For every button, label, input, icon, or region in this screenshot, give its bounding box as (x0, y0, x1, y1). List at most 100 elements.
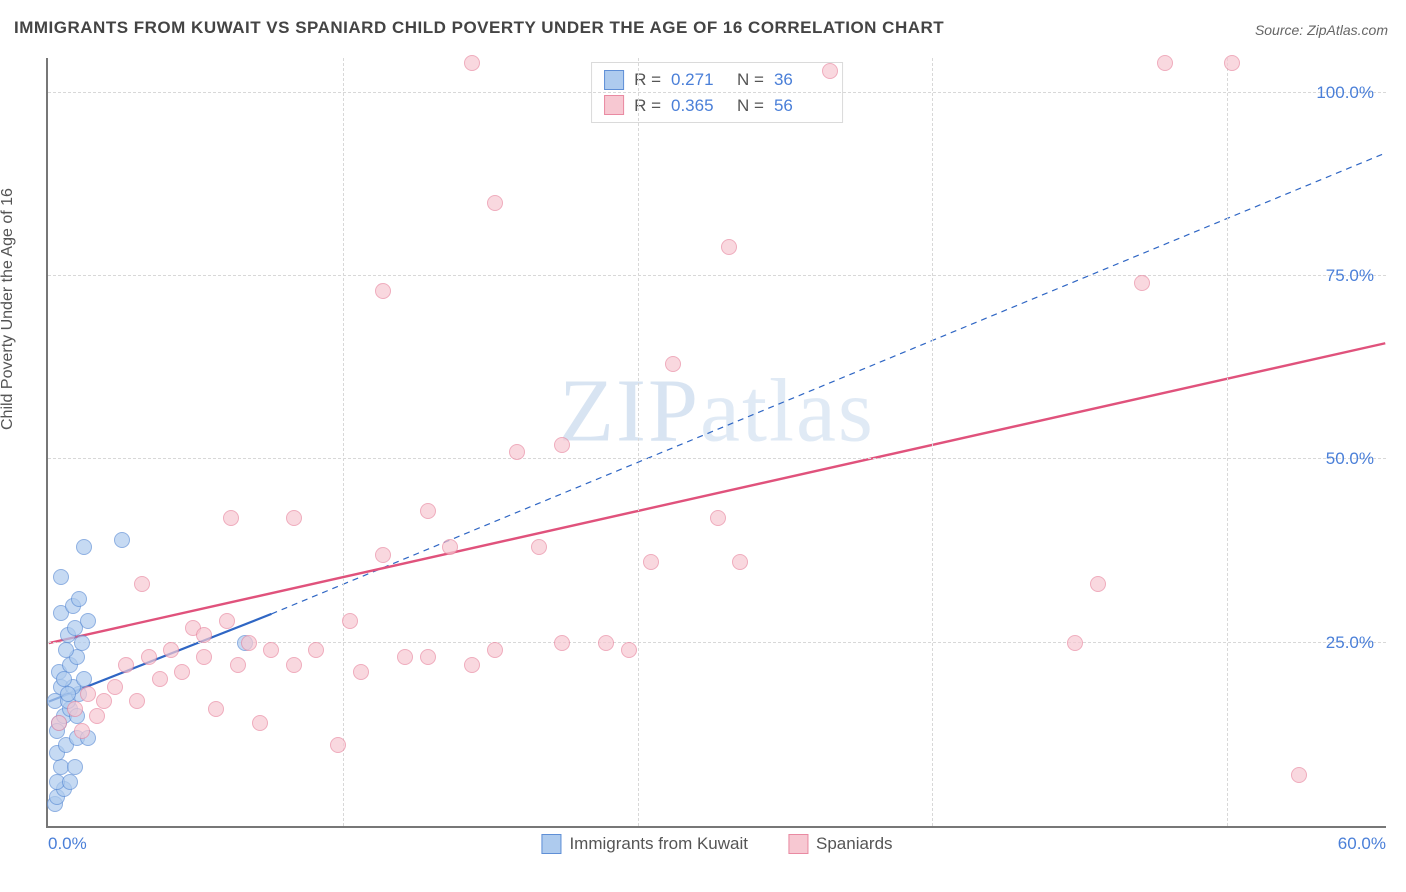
data-point (53, 569, 69, 585)
data-point (665, 356, 681, 372)
data-point (141, 649, 157, 665)
legend-r-value: 0.365 (671, 93, 727, 119)
legend-r-value: 0.271 (671, 67, 727, 93)
data-point (252, 715, 268, 731)
gridline-v (932, 58, 933, 826)
data-point (62, 774, 78, 790)
legend-series: Immigrants from Kuwait Spaniards (541, 834, 892, 854)
data-point (67, 701, 83, 717)
gridline-v (1227, 58, 1228, 826)
data-point (286, 510, 302, 526)
data-point (397, 649, 413, 665)
data-point (710, 510, 726, 526)
data-point (420, 503, 436, 519)
data-point (308, 642, 324, 658)
data-point (554, 437, 570, 453)
trend-lines (48, 58, 1386, 826)
x-axis-min-label: 0.0% (48, 834, 87, 854)
legend-series-name: Immigrants from Kuwait (569, 834, 748, 854)
data-point (223, 510, 239, 526)
data-point (60, 686, 76, 702)
legend-n-label: N = (737, 93, 764, 119)
data-point (375, 283, 391, 299)
chart-plot-area: ZIPatlas R =0.271N =36R =0.365N =56 Immi… (46, 58, 1386, 828)
data-point (1224, 55, 1240, 71)
legend-n-value: 56 (774, 93, 830, 119)
data-point (241, 635, 257, 651)
data-point (353, 664, 369, 680)
data-point (1291, 767, 1307, 783)
data-point (732, 554, 748, 570)
gridline-v (638, 58, 639, 826)
data-point (464, 55, 480, 71)
data-point (263, 642, 279, 658)
data-point (76, 671, 92, 687)
data-point (174, 664, 190, 680)
source-attribution: Source: ZipAtlas.com (1255, 22, 1388, 38)
data-point (1090, 576, 1106, 592)
data-point (487, 195, 503, 211)
chart-title: IMMIGRANTS FROM KUWAIT VS SPANIARD CHILD… (14, 18, 944, 38)
gridline-h (48, 92, 1386, 93)
data-point (286, 657, 302, 673)
data-point (58, 642, 74, 658)
y-tick-label: 25.0% (1326, 633, 1374, 653)
data-point (76, 539, 92, 555)
data-point (163, 642, 179, 658)
data-point (487, 642, 503, 658)
y-tick-label: 100.0% (1316, 83, 1374, 103)
data-point (509, 444, 525, 460)
data-point (134, 576, 150, 592)
source-value: ZipAtlas.com (1307, 22, 1388, 38)
data-point (420, 649, 436, 665)
data-point (67, 759, 83, 775)
data-point (114, 532, 130, 548)
data-point (531, 539, 547, 555)
data-point (1157, 55, 1173, 71)
legend-series-item: Immigrants from Kuwait (541, 834, 748, 854)
data-point (56, 671, 72, 687)
data-point (330, 737, 346, 753)
data-point (51, 715, 67, 731)
data-point (107, 679, 123, 695)
data-point (598, 635, 614, 651)
data-point (643, 554, 659, 570)
data-point (196, 627, 212, 643)
data-point (442, 539, 458, 555)
gridline-h (48, 458, 1386, 459)
data-point (1134, 275, 1150, 291)
data-point (196, 649, 212, 665)
data-point (118, 657, 134, 673)
legend-n-label: N = (737, 67, 764, 93)
data-point (74, 723, 90, 739)
data-point (71, 591, 87, 607)
y-axis-label: Child Poverty Under the Age of 16 (0, 188, 17, 430)
legend-swatch (604, 70, 624, 90)
y-tick-label: 50.0% (1326, 449, 1374, 469)
data-point (721, 239, 737, 255)
data-point (1067, 635, 1083, 651)
legend-series-name: Spaniards (816, 834, 893, 854)
data-point (219, 613, 235, 629)
data-point (80, 613, 96, 629)
x-axis-max-label: 60.0% (1338, 834, 1386, 854)
data-point (554, 635, 570, 651)
legend-swatch (788, 834, 808, 854)
data-point (129, 693, 145, 709)
data-point (464, 657, 480, 673)
data-point (80, 686, 96, 702)
gridline-v (343, 58, 344, 826)
legend-series-item: Spaniards (788, 834, 893, 854)
data-point (89, 708, 105, 724)
data-point (152, 671, 168, 687)
data-point (230, 657, 246, 673)
data-point (621, 642, 637, 658)
data-point (342, 613, 358, 629)
data-point (96, 693, 112, 709)
data-point (375, 547, 391, 563)
source-label: Source: (1255, 22, 1303, 38)
legend-swatch (541, 834, 561, 854)
legend-swatch (604, 95, 624, 115)
data-point (822, 63, 838, 79)
gridline-h (48, 275, 1386, 276)
